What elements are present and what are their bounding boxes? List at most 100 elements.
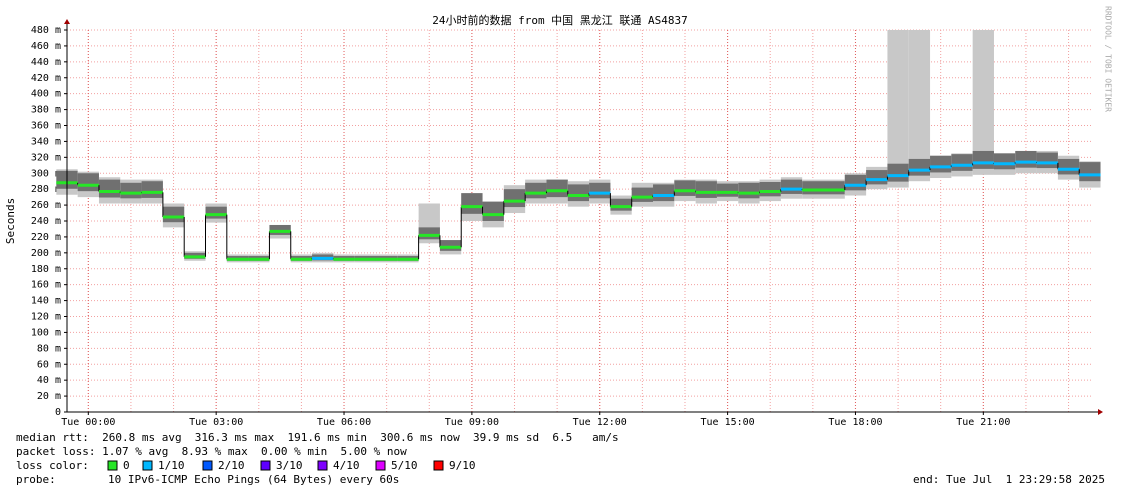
legend-swatch <box>202 460 213 471</box>
legend-label: 5/10 <box>391 459 418 472</box>
smoke-core <box>759 182 781 197</box>
legend-swatch <box>433 460 444 471</box>
smoke-core <box>525 182 547 199</box>
smoke-core <box>120 182 142 199</box>
smoke-core <box>716 183 739 197</box>
legend-label: 0 <box>123 459 130 472</box>
y-arrow <box>64 19 70 24</box>
y-tick-label: 340 m <box>31 136 61 147</box>
x-tick-label: Tue 18:00 <box>828 417 882 428</box>
smoke-core <box>1036 152 1058 169</box>
plot-area: 0 20 m 40 m 60 m 80 m 100 m 120 m 140 m 160 m 180… <box>31 19 1103 428</box>
legend-title: loss color: <box>16 459 89 472</box>
smoke-core <box>993 153 1016 170</box>
legend-swatch <box>317 460 328 471</box>
smoke-core <box>653 184 675 202</box>
smoke-core <box>77 173 99 192</box>
smoke-core <box>674 180 696 196</box>
probe-label: probe: <box>16 473 56 486</box>
smoke-core <box>567 184 590 202</box>
y-tick-label: 0 <box>55 407 61 418</box>
smoke-core <box>866 170 888 185</box>
legend-swatch <box>107 460 118 471</box>
smoke-core <box>162 206 185 223</box>
smoke-core <box>141 181 163 198</box>
chart-title: 24小时前的数据 from 中国 黑龙江 联通 AS4837 <box>432 13 688 27</box>
y-tick-label: 420 m <box>31 73 61 84</box>
smoke-core <box>482 201 504 221</box>
y-tick-label: 480 m <box>31 25 61 36</box>
y-tick-label: 220 m <box>31 232 61 243</box>
smoke-core <box>951 154 973 171</box>
legend-label: 3/10 <box>276 459 303 472</box>
legend-swatch <box>142 460 153 471</box>
smoke-band <box>887 30 909 188</box>
y-tick-label: 300 m <box>31 168 61 179</box>
y-tick-label: 440 m <box>31 57 61 68</box>
y-tick-label: 160 m <box>31 280 61 291</box>
y-tick-label: 80 m <box>37 343 61 354</box>
smoke-core <box>844 174 867 191</box>
x-tick-label: Tue 03:00 <box>189 417 243 428</box>
y-tick-label: 140 m <box>31 296 61 307</box>
y-tick-label: 20 m <box>37 391 61 402</box>
y-tick-label: 280 m <box>31 184 61 195</box>
y-tick-label: 60 m <box>37 359 61 370</box>
y-tick-label: 460 m <box>31 41 61 52</box>
smoke-core <box>780 179 803 194</box>
y-tick-label: 400 m <box>31 89 61 100</box>
smoke-core <box>418 227 440 240</box>
x-tick-label: Tue 15:00 <box>701 417 755 428</box>
x-tick-label: Tue 09:00 <box>445 417 499 428</box>
smoke-core <box>823 181 845 195</box>
stats-line: packet loss: 1.07 % avg 8.93 % max 0.00 … <box>16 445 407 458</box>
y-tick-label: 360 m <box>31 121 61 132</box>
y-axis-label: Seconds <box>4 198 17 244</box>
stats-line: median rtt: 260.8 ms avg 316.3 ms max 19… <box>16 431 619 444</box>
smoke-core <box>98 179 121 198</box>
smoke-core <box>802 181 824 195</box>
probe-text: 10 IPv6-ICMP Echo Pings (64 Bytes) every… <box>108 473 399 486</box>
side-text: RRDTOOL / TOBI OETIKER <box>1104 6 1113 112</box>
x-tick-label: Tue 06:00 <box>317 417 371 428</box>
y-tick-label: 100 m <box>31 327 61 338</box>
legend-label: 4/10 <box>333 459 360 472</box>
x-tick-label: Tue 00:00 <box>61 417 115 428</box>
smoke-band <box>908 30 931 182</box>
legend-swatch <box>260 460 271 471</box>
end-time: end: Tue Jul 1 23:29:58 2025 <box>913 473 1105 486</box>
smoke-core <box>461 193 483 214</box>
x-tick-label: Tue 12:00 <box>573 417 627 428</box>
legend-swatch <box>375 460 386 471</box>
y-tick-label: 120 m <box>31 312 61 323</box>
smoke-core <box>1015 150 1037 168</box>
smoke-core <box>205 206 227 219</box>
smoke-core <box>1057 158 1080 175</box>
smoke-core <box>695 181 717 198</box>
y-tick-label: 200 m <box>31 248 61 259</box>
smoke-core <box>887 163 909 182</box>
y-tick-label: 40 m <box>37 375 61 386</box>
smoke-core <box>972 150 994 169</box>
y-tick-label: 240 m <box>31 216 61 227</box>
smoke-band <box>972 30 994 175</box>
smoke-core <box>546 179 568 198</box>
smoke-core <box>610 198 632 211</box>
smoke-core <box>930 155 952 173</box>
legend-label: 9/10 <box>449 459 476 472</box>
y-tick-label: 180 m <box>31 264 61 275</box>
x-arrow <box>1098 409 1103 415</box>
smoke-core <box>589 182 611 199</box>
y-tick-label: 320 m <box>31 152 61 163</box>
y-tick-label: 260 m <box>31 200 61 211</box>
smoke-core <box>439 240 462 251</box>
smoke-core <box>503 189 526 208</box>
legend-label: 2/10 <box>218 459 245 472</box>
legend-label: 1/10 <box>158 459 185 472</box>
smoke-core <box>1079 162 1101 182</box>
smoke-core <box>631 187 654 202</box>
smoke-core <box>738 182 760 199</box>
smoke-core <box>908 158 931 176</box>
y-tick-label: 380 m <box>31 105 61 116</box>
